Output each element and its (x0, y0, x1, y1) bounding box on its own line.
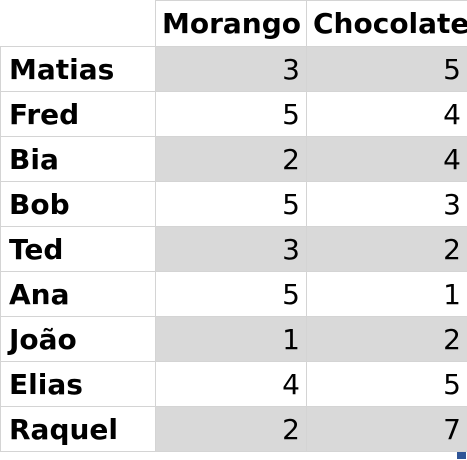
header-cell-chocolate[interactable]: Chocolate (306, 0, 467, 47)
chocolate-value-cell[interactable]: 7 (306, 406, 467, 452)
header-cell-morango[interactable]: Morango (155, 0, 307, 47)
morango-value-cell[interactable]: 3 (155, 46, 307, 92)
chocolate-value-cell[interactable]: 5 (306, 361, 467, 407)
table-row: Fred 5 4 (0, 91, 467, 137)
table-row: Ana 5 1 (0, 271, 467, 317)
table-row: Raquel 2 7 (0, 406, 467, 452)
row-name-cell[interactable]: Bia (0, 136, 156, 182)
row-name-cell[interactable]: Bob (0, 181, 156, 227)
row-name-cell[interactable]: Matias (0, 46, 156, 92)
chocolate-value-cell[interactable]: 4 (306, 136, 467, 182)
morango-value-cell[interactable]: 2 (155, 406, 307, 452)
table-row: Matias 3 5 (0, 46, 467, 92)
morango-value-cell[interactable]: 5 (155, 271, 307, 317)
table-row: Elias 4 5 (0, 361, 467, 407)
row-name-cell[interactable]: Raquel (0, 406, 156, 452)
morango-value-cell[interactable]: 5 (155, 91, 307, 137)
chocolate-value-cell[interactable]: 1 (306, 271, 467, 317)
corner-cell[interactable] (0, 0, 156, 47)
row-name-cell[interactable]: João (0, 316, 156, 362)
chocolate-value-cell[interactable]: 3 (306, 181, 467, 227)
morango-value-cell[interactable]: 4 (155, 361, 307, 407)
row-name-cell[interactable]: Ted (0, 226, 156, 272)
row-name-cell[interactable]: Fred (0, 91, 156, 137)
morango-value-cell[interactable]: 2 (155, 136, 307, 182)
chocolate-value-cell[interactable]: 2 (306, 226, 467, 272)
fill-handle[interactable] (457, 452, 466, 459)
chocolate-value-cell[interactable]: 2 (306, 316, 467, 362)
table-row: Bia 2 4 (0, 136, 467, 182)
table-row: Bob 5 3 (0, 181, 467, 227)
morango-value-cell[interactable]: 5 (155, 181, 307, 227)
morango-value-cell[interactable]: 1 (155, 316, 307, 362)
table-row: Ted 3 2 (0, 226, 467, 272)
chocolate-value-cell[interactable]: 5 (306, 46, 467, 92)
chocolate-value-cell[interactable]: 4 (306, 91, 467, 137)
header-row: Morango Chocolate (0, 0, 467, 47)
morango-value-cell[interactable]: 3 (155, 226, 307, 272)
row-name-cell[interactable]: Elias (0, 361, 156, 407)
row-name-cell[interactable]: Ana (0, 271, 156, 317)
table-row: João 1 2 (0, 316, 467, 362)
